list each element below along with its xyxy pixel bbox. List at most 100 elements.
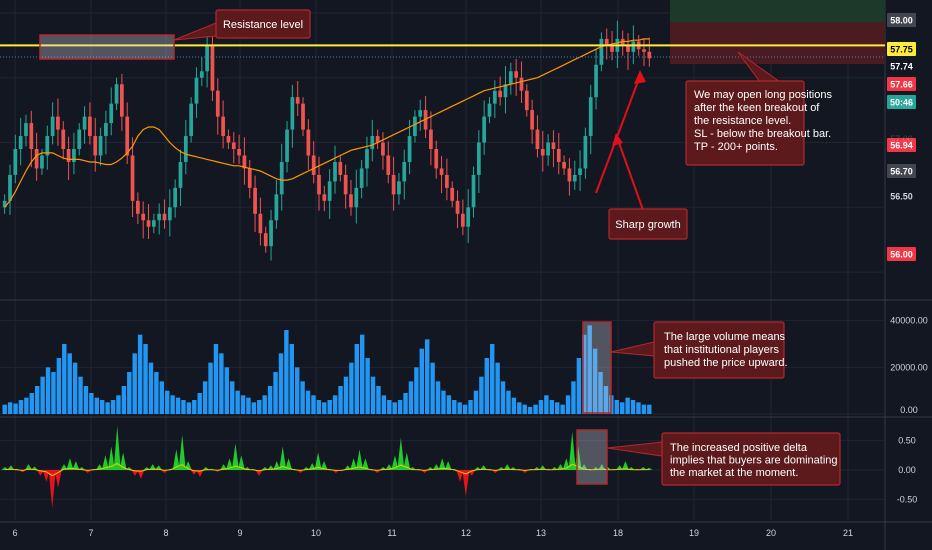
candle-body [333, 161, 337, 182]
candle-body [226, 136, 231, 143]
delta-note-line: implies that buyers are dominating [670, 455, 838, 467]
volume-note-callout [653, 321, 785, 379]
delta-spike [391, 455, 399, 470]
candle-body [594, 64, 598, 98]
candle-body [370, 136, 375, 149]
volume-bar [549, 400, 554, 414]
volume-bar [56, 358, 62, 414]
volume-bar [365, 358, 370, 414]
x-tick-label: 7 [88, 528, 93, 538]
candle-body [578, 168, 582, 175]
price-tag-label: 57.74 [890, 62, 913, 72]
volume-bar [116, 395, 121, 414]
volume-y-tick: 40000.00 [890, 316, 928, 326]
sharp-growth-pointer [617, 139, 644, 211]
candle-body [56, 116, 60, 130]
delta-spike [7, 465, 15, 470]
volume-bar [414, 367, 419, 414]
price-tag [887, 247, 916, 261]
candle-body [114, 84, 119, 104]
candle-body [551, 142, 556, 149]
delta-spike [160, 470, 169, 473]
volume-bar [72, 362, 78, 414]
volume-bar [490, 344, 495, 414]
candle-body [88, 116, 92, 137]
x-tick-label: 9 [237, 528, 242, 538]
candle-body [104, 123, 108, 137]
candle-body [455, 200, 460, 214]
volume-bar [435, 381, 441, 414]
candle-body [183, 136, 188, 162]
price-tag-label: 56.70 [890, 167, 913, 177]
candle-body [540, 149, 545, 156]
candle-body [269, 220, 273, 247]
volume-bar [419, 348, 424, 414]
price-tag-label: 56.50 [890, 192, 913, 202]
volume-bar [495, 362, 500, 414]
candle-body [439, 168, 444, 175]
candle-body [98, 136, 103, 156]
moving-average-line [4, 38, 650, 208]
x-tick-label: 21 [843, 528, 853, 538]
candle-body [242, 155, 247, 169]
volume-bar [278, 353, 284, 414]
delta-spike [568, 431, 576, 470]
annotations: Resistance level Sharp growth We may open … [173, 9, 841, 486]
volume-bar [387, 400, 392, 414]
volume-bar [614, 400, 619, 414]
candle-body [109, 103, 114, 124]
candle-body [34, 149, 39, 169]
volume-bar [641, 404, 647, 414]
volume-bar [370, 376, 376, 414]
volume-bar [576, 358, 582, 414]
volume-bar [349, 362, 354, 414]
volume-bar [457, 402, 462, 414]
volume-bar [338, 386, 343, 414]
volume-bar [446, 395, 452, 414]
volume-bar [484, 358, 489, 414]
volume-bar [360, 334, 365, 414]
volume-bar [311, 395, 316, 414]
volume-bar [137, 334, 143, 414]
price-tag-label: 57.66 [890, 80, 913, 90]
candle-body [519, 77, 524, 91]
volume-bar [94, 397, 99, 414]
delta-spike [101, 455, 109, 470]
volume-bar [175, 397, 181, 414]
volume-bar [305, 390, 311, 414]
candle-body [359, 168, 364, 188]
volume-bar [18, 400, 24, 414]
candle-body [535, 129, 540, 149]
volume-bar [262, 395, 267, 414]
volume-bar [538, 400, 544, 414]
volume-bar [592, 348, 598, 414]
volume-bar [630, 400, 636, 414]
volume-note-line: pushed the price upward. [664, 357, 788, 369]
candle-body [50, 116, 55, 137]
delta-signal-line [4, 462, 649, 477]
volume-bar [110, 400, 116, 414]
candle-body [215, 90, 220, 117]
delta-spike [178, 434, 186, 470]
delta-spike [521, 470, 529, 473]
long-note-line: SL - below the breakout bar. [694, 128, 831, 140]
delta-spike [113, 425, 121, 470]
volume-bar [479, 376, 484, 414]
candle-body [391, 174, 396, 195]
delta-spike [84, 470, 92, 473]
candle-body [514, 71, 519, 78]
delta-spike [25, 464, 33, 470]
volume-bar [517, 402, 522, 414]
volume-bar [392, 402, 397, 414]
candle-body [306, 129, 311, 156]
volume-bar [284, 330, 289, 414]
delta-spike [438, 458, 446, 470]
volume-bar [565, 395, 571, 414]
candle-body [151, 220, 156, 227]
volume-bar [620, 402, 625, 414]
volume-bar [127, 372, 132, 414]
volume-bar [45, 367, 51, 414]
growth-arrowhead [634, 70, 646, 84]
candle-body [29, 123, 34, 149]
